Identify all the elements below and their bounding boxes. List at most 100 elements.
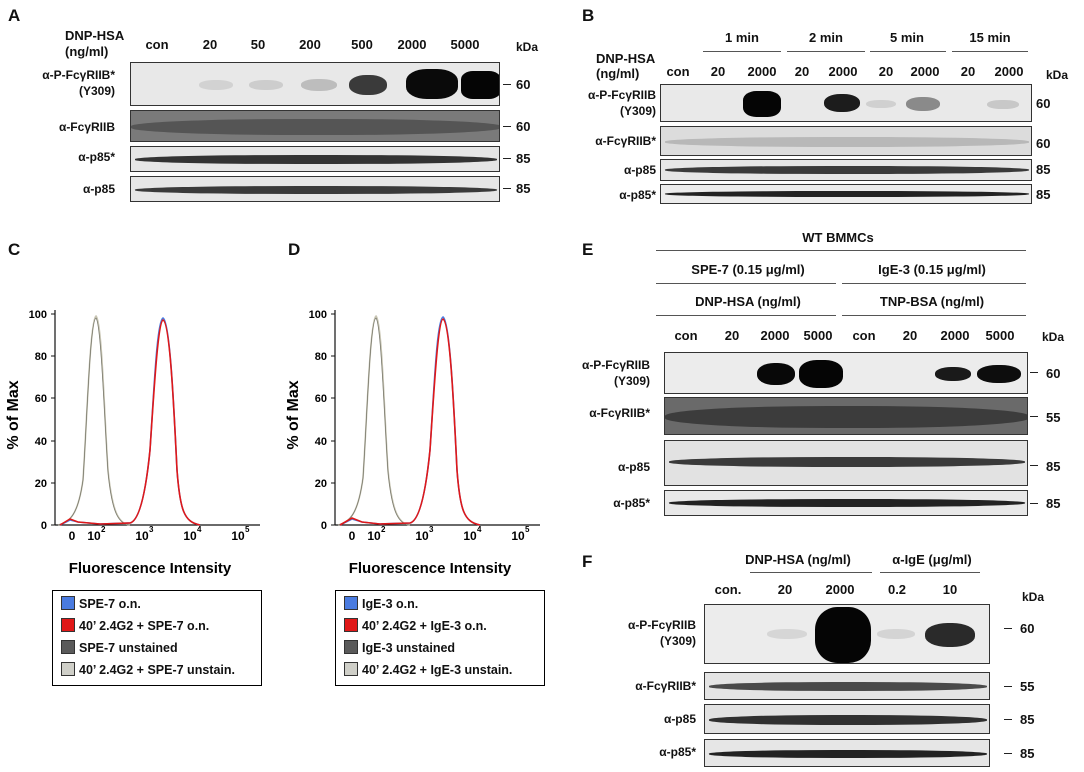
x-tick-label: 10 bbox=[463, 529, 477, 543]
panel-label-c: C bbox=[8, 240, 21, 259]
legend-swatch bbox=[344, 596, 358, 610]
y-tick-label: 40 bbox=[35, 436, 47, 448]
group-line bbox=[870, 51, 946, 52]
panel-b-treatment: DNP-HSA bbox=[596, 51, 656, 66]
kda-marker: 85 bbox=[1036, 162, 1051, 177]
legend-item: IgE-3 o.n. bbox=[344, 596, 418, 611]
panel-f-group2: α-IgE (μg/ml) bbox=[892, 552, 972, 567]
y-tick-label: 80 bbox=[315, 351, 327, 363]
x-axis-label: Fluorescence Intensity bbox=[349, 560, 512, 577]
y-tick-label: 0 bbox=[41, 520, 47, 532]
lane-label: 2000 bbox=[940, 328, 970, 343]
x-tick-exp: 2 bbox=[381, 525, 386, 534]
lane-label: 2000 bbox=[828, 64, 858, 79]
legend-swatch bbox=[344, 662, 358, 676]
lane-label: 2000 bbox=[747, 64, 777, 79]
lane-label: 20 bbox=[202, 37, 218, 52]
histogram-d: % of Max 0 20 40 60 80 100 0 10 10 10 10… bbox=[285, 309, 540, 577]
panel-b-treatment-unit: (ng/ml) bbox=[596, 66, 640, 81]
panel-a-treatment-unit: (ng/ml) bbox=[65, 44, 109, 59]
lane-label: 5000 bbox=[803, 328, 833, 343]
group-line bbox=[952, 51, 1028, 52]
y-tick-label: 100 bbox=[309, 309, 327, 321]
x-tick-exp: 5 bbox=[245, 525, 250, 534]
x-tick-exp: 3 bbox=[429, 525, 434, 534]
group-line bbox=[787, 51, 865, 52]
kda-marker: 85 bbox=[1046, 459, 1061, 474]
kda-tick bbox=[1004, 719, 1012, 720]
legend-d: IgE-3 o.n. 40’ 2.4G2 + IgE-3 o.n. IgE-3 … bbox=[335, 590, 545, 686]
y-tick-label: 60 bbox=[315, 393, 327, 405]
time-group: 15 min bbox=[969, 30, 1011, 45]
panel-label-b: B bbox=[582, 6, 595, 25]
y-axis-label: % of Max bbox=[5, 380, 22, 449]
blot-row-label: α-P-FcγRIIB bbox=[581, 358, 650, 372]
time-group: 5 min bbox=[890, 30, 924, 45]
kda-marker: 55 bbox=[1020, 679, 1035, 694]
kda-tick bbox=[1004, 753, 1012, 754]
legend-c: SPE-7 o.n. 40’ 2.4G2 + SPE-7 o.n. SPE-7 … bbox=[52, 590, 262, 686]
blot-row-label: α-p85* bbox=[619, 188, 656, 202]
x-tick-label: 10 bbox=[87, 529, 101, 543]
panel-label-e: E bbox=[582, 240, 594, 259]
y-tick-label: 40 bbox=[315, 436, 327, 448]
blot-f-phospho bbox=[704, 604, 990, 664]
blot-f-p85star bbox=[704, 739, 990, 767]
blot-row-label: α-FcγRIIB bbox=[58, 120, 115, 134]
group-line bbox=[842, 315, 1026, 316]
kda-tick bbox=[1030, 465, 1038, 466]
blot-row-label-sub: (Y309) bbox=[613, 374, 650, 388]
kda-header: kDa bbox=[1046, 68, 1069, 82]
blot-row-label: α-p85* bbox=[613, 496, 650, 510]
lane-label: 20 bbox=[777, 582, 793, 597]
x-tick-exp: 5 bbox=[525, 525, 530, 534]
y-tick-label: 20 bbox=[35, 478, 47, 490]
x-tick-label: 10 bbox=[367, 529, 381, 543]
group-line bbox=[880, 572, 980, 573]
lane-label: con bbox=[852, 328, 876, 343]
lane-label: 5000 bbox=[450, 37, 480, 52]
blot-b-total bbox=[660, 126, 1032, 156]
blot-b-p85 bbox=[660, 159, 1032, 181]
blot-a-total bbox=[130, 110, 500, 142]
kda-tick bbox=[503, 84, 511, 85]
legend-item: IgE-3 unstained bbox=[344, 640, 455, 655]
blot-b-p85star bbox=[660, 184, 1032, 204]
kda-marker: 85 bbox=[1020, 712, 1035, 727]
blot-row-label-sub: (Y309) bbox=[78, 84, 115, 98]
lane-label: 20 bbox=[902, 328, 918, 343]
lane-label: 2000 bbox=[910, 64, 940, 79]
kda-marker: 60 bbox=[1036, 136, 1051, 151]
panel-e-group1: SPE-7 (0.15 μg/ml) bbox=[691, 262, 805, 277]
panel-e-group2: IgE-3 (0.15 μg/ml) bbox=[878, 262, 986, 277]
panel-label-f: F bbox=[582, 552, 593, 571]
lane-label: 10 bbox=[942, 582, 958, 597]
legend-swatch bbox=[61, 596, 75, 610]
lane-label: 20 bbox=[794, 64, 810, 79]
kda-marker: 85 bbox=[1046, 496, 1061, 511]
lane-label: 5000 bbox=[985, 328, 1015, 343]
kda-header: kDa bbox=[1042, 330, 1065, 344]
blot-row-label: α-FcγRIIB* bbox=[635, 679, 696, 693]
kda-tick bbox=[1030, 372, 1038, 373]
blot-row-label: α-p85 bbox=[663, 712, 696, 726]
legend-swatch bbox=[344, 618, 358, 632]
panel-f-group1: DNP-HSA (ng/ml) bbox=[745, 552, 851, 567]
blot-row-label: α-FcγRIIB* bbox=[589, 406, 650, 420]
lane-label: con bbox=[145, 37, 169, 52]
blot-row-label: α-P-FcγRIIB bbox=[627, 618, 696, 632]
lane-label: con. bbox=[714, 582, 742, 597]
lane-label: 2000 bbox=[825, 582, 855, 597]
kda-marker: 60 bbox=[1020, 621, 1035, 636]
lane-label: 20 bbox=[710, 64, 726, 79]
kda-marker: 60 bbox=[1046, 366, 1061, 381]
y-tick-label: 20 bbox=[315, 478, 327, 490]
blot-f-p85 bbox=[704, 704, 990, 734]
y-tick-label: 100 bbox=[29, 309, 47, 321]
legend-item: 40’ 2.4G2 + SPE-7 unstain. bbox=[61, 662, 235, 677]
lane-label: con bbox=[674, 328, 698, 343]
blot-row-label-sub: (Y309) bbox=[619, 104, 656, 118]
kda-tick bbox=[1030, 503, 1038, 504]
legend-item: 40’ 2.4G2 + SPE-7 o.n. bbox=[61, 618, 209, 633]
blot-a-phospho bbox=[130, 62, 500, 106]
